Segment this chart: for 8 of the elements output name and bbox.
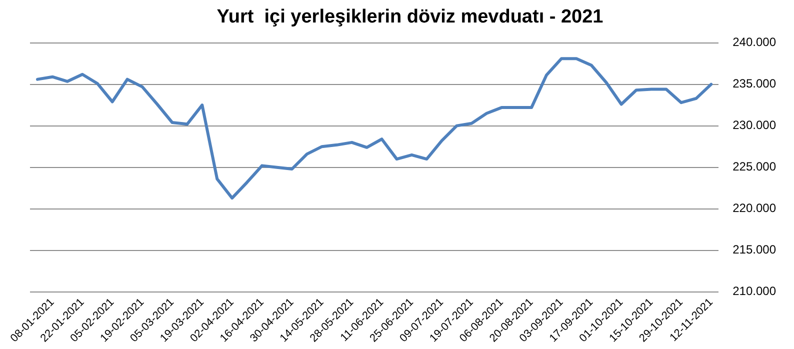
y-tick-label: 215.000 [732,242,776,257]
y-tick-label: 225.000 [732,160,776,174]
chart-title: Yurt içi yerleşiklerin döviz mevduatı - 2021 [216,6,604,28]
y-tick-label: 235.000 [732,76,776,91]
y-tick-label: 210.000 [732,284,776,298]
y-tick-label: 230.000 [732,118,776,132]
y-tick-label: 220.000 [732,201,776,216]
y-tick-label: 240.000 [732,35,776,50]
